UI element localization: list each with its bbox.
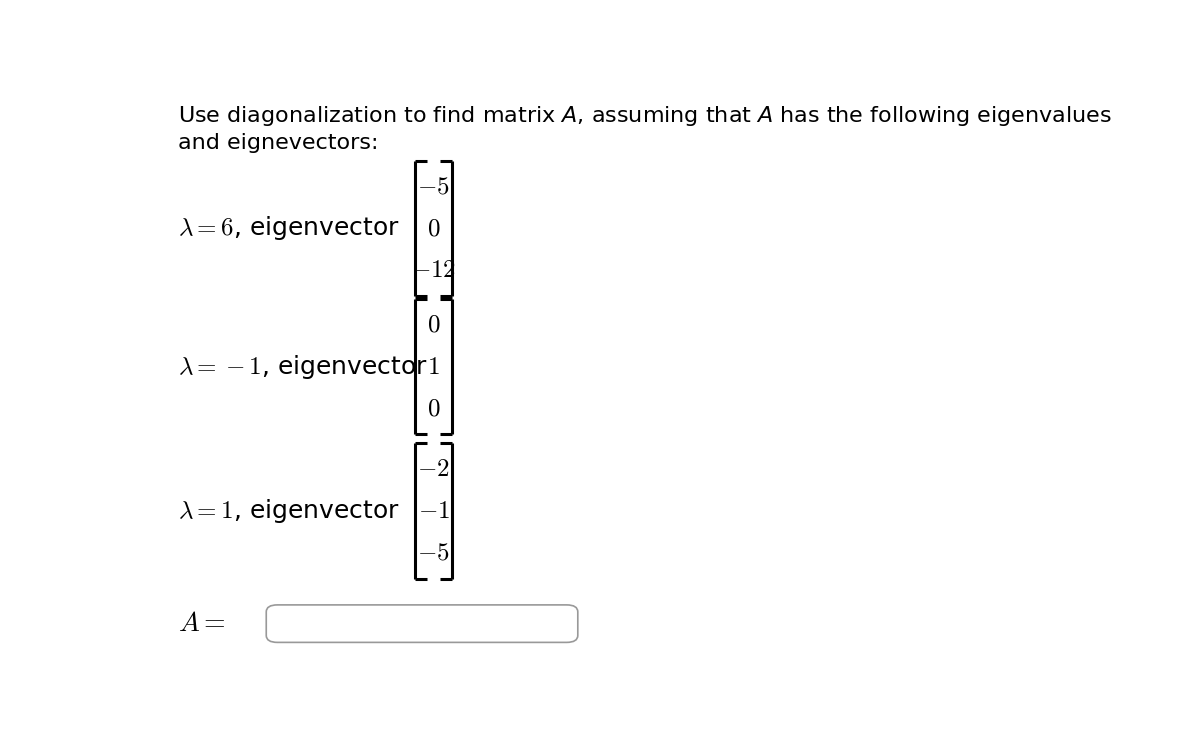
Text: $-5$: $-5$ — [418, 175, 450, 198]
Text: $\lambda = -1$, eigenvector: $\lambda = -1$, eigenvector — [178, 353, 428, 380]
Text: $0$: $0$ — [427, 216, 440, 240]
Text: $1$: $1$ — [427, 355, 440, 379]
Text: $0$: $0$ — [427, 312, 440, 336]
Text: and eignevectors:: and eignevectors: — [178, 133, 378, 153]
Text: $-12$: $-12$ — [412, 258, 456, 282]
Text: $-1$: $-1$ — [418, 499, 450, 523]
FancyBboxPatch shape — [266, 605, 578, 643]
Text: $-2$: $-2$ — [418, 457, 450, 481]
Text: $-5$: $-5$ — [418, 541, 450, 565]
Text: $A =$: $A =$ — [178, 610, 226, 637]
Text: $\lambda = 6$, eigenvector: $\lambda = 6$, eigenvector — [178, 214, 400, 242]
Text: $0$: $0$ — [427, 397, 440, 421]
Text: $\lambda = 1$, eigenvector: $\lambda = 1$, eigenvector — [178, 497, 400, 525]
Text: Use diagonalization to find matrix $A$, assuming that $A$ has the following eige: Use diagonalization to find matrix $A$, … — [178, 104, 1111, 128]
